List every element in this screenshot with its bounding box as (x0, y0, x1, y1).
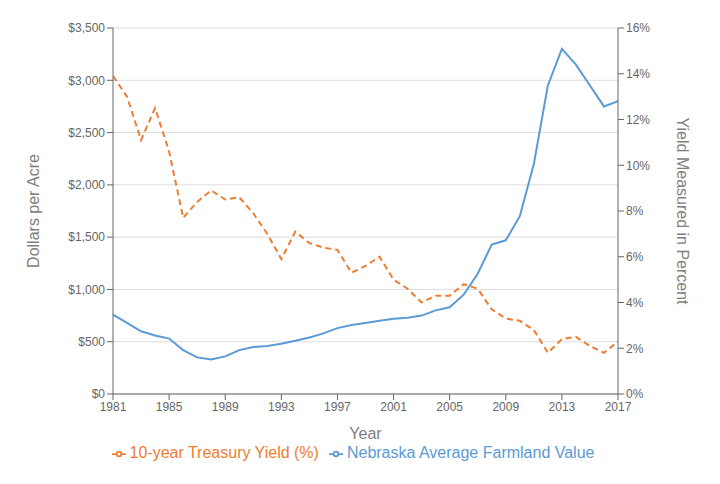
svg-text:2017: 2017 (605, 400, 632, 414)
svg-text:1989: 1989 (212, 400, 239, 414)
svg-text:4%: 4% (626, 296, 644, 310)
svg-text:16%: 16% (626, 21, 650, 35)
svg-text:8%: 8% (626, 204, 644, 218)
html-text:10-year Treasury Yield (%): 10-year Treasury Yield (%) (129, 444, 319, 461)
svg-text:$1,500: $1,500 (68, 230, 105, 244)
svg-text:Yield Measured in Percent: Yield Measured in Percent (674, 117, 691, 305)
svg-text:$500: $500 (78, 335, 105, 349)
svg-text:6%: 6% (626, 250, 644, 264)
svg-text:2005: 2005 (436, 400, 463, 414)
svg-text:2013: 2013 (549, 400, 576, 414)
svg-text:2%: 2% (626, 342, 644, 356)
svg-text:10%: 10% (626, 159, 650, 173)
svg-text:$2,500: $2,500 (68, 126, 105, 140)
svg-text:$2,000: $2,000 (68, 178, 105, 192)
svg-text:$0: $0 (92, 387, 106, 401)
svg-text:Year: Year (349, 425, 382, 442)
svg-text:$1,000: $1,000 (68, 283, 105, 297)
svg-text:2009: 2009 (492, 400, 519, 414)
svg-text:$3,000: $3,000 (68, 74, 105, 88)
svg-text:Dollars per Acre: Dollars per Acre (25, 154, 42, 268)
svg-text:$3,500: $3,500 (68, 21, 105, 35)
svg-text:12%: 12% (626, 113, 650, 127)
svg-text:1981: 1981 (100, 400, 127, 414)
svg-text:0%: 0% (626, 387, 644, 401)
svg-text:14%: 14% (626, 67, 650, 81)
svg-text:1993: 1993 (268, 400, 295, 414)
svg-text:1997: 1997 (324, 400, 351, 414)
html-text:Nebraska Average Farmland Valu: Nebraska Average Farmland Value (346, 444, 595, 461)
svg-text:2001: 2001 (380, 400, 407, 414)
svg-text:1985: 1985 (156, 400, 183, 414)
